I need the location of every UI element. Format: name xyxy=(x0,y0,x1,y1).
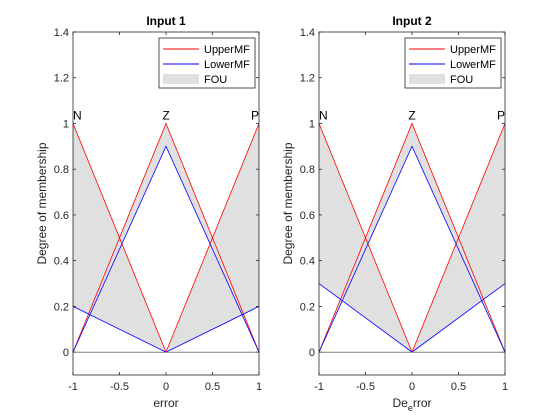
x-tick-label: 1 xyxy=(256,381,262,393)
x-tick-label: -0.5 xyxy=(356,381,375,393)
y-tick-label: 0 xyxy=(309,347,315,359)
y-tick-label: 0.6 xyxy=(300,210,315,222)
x-axis-label-rest: rror xyxy=(413,396,432,410)
mf-label-z: Z xyxy=(408,108,415,122)
legend-swatch-fou xyxy=(409,74,445,84)
lowermf-line xyxy=(72,306,167,353)
y-axis-label: Degree of membership xyxy=(35,142,49,264)
uppermf-line xyxy=(411,123,506,353)
y-tick-label: 0.2 xyxy=(300,301,315,313)
legend-label-lowermf: LowerMF xyxy=(450,59,496,71)
tick-layer: -1 -0.5 0 0.5 1 0 0.2 0.4 0.6 0.8 1 1.2 1.4 xyxy=(300,27,508,393)
lowermf-line xyxy=(318,283,413,353)
uppermf-line xyxy=(72,122,260,353)
y-tick-label: 0.4 xyxy=(54,256,69,268)
legend: UpperMF LowerMF FOU xyxy=(404,37,502,89)
y-tick-label: 0.4 xyxy=(300,256,315,268)
y-tick-label: 1.2 xyxy=(300,73,315,85)
legend-label-uppermf: UpperMF xyxy=(204,44,250,56)
legend-label-fou: FOU xyxy=(204,74,227,86)
x-axis-label: Deerror xyxy=(392,396,431,413)
x-tick-label: 0 xyxy=(163,381,169,393)
mf-label-p: P xyxy=(251,108,259,122)
mf-label-n: N xyxy=(73,108,82,122)
x-axis-label-main: De xyxy=(392,396,408,410)
x-tick-label: 0.5 xyxy=(205,381,220,393)
line-layer xyxy=(72,122,260,353)
x-tick-label: 1 xyxy=(502,381,508,393)
tick-layer: -1 -0.5 0 0.5 1 0 0.2 0.4 0.6 0.8 1 1.2 1.4 xyxy=(54,27,262,393)
legend-label-lowermf: LowerMF xyxy=(204,59,250,71)
lowermf-line xyxy=(72,145,260,353)
x-axis-label: error xyxy=(153,396,178,410)
legend-swatch-fou xyxy=(163,74,199,84)
y-axis-label: Degree of membership xyxy=(281,142,295,264)
legend: UpperMF LowerMF FOU xyxy=(158,37,256,89)
uppermf-line xyxy=(165,123,260,353)
y-tick-label: 0.2 xyxy=(54,301,69,313)
x-tick-label: -1 xyxy=(68,381,78,393)
y-tick-label: 0 xyxy=(63,347,69,359)
legend-label-fou: FOU xyxy=(450,74,473,86)
y-tick-label: 1.4 xyxy=(300,27,315,39)
y-tick-label: 1 xyxy=(309,118,315,130)
lowermf-line xyxy=(411,283,506,353)
chart-input-1: -1 -0.5 0 0.5 1 0 0.2 0.4 0.6 0.8 1 1.2 1.4 N Z P Inpu… xyxy=(35,14,262,410)
line-layer xyxy=(318,122,506,353)
mf-label-p: P xyxy=(497,108,505,122)
x-axis-label-subscript: e xyxy=(408,403,413,413)
x-tick-label: -0.5 xyxy=(110,381,129,393)
x-tick-label: -1 xyxy=(314,381,324,393)
y-tick-label: 0.8 xyxy=(300,164,315,176)
legend-label-uppermf: UpperMF xyxy=(450,44,496,56)
chart-title: Input 2 xyxy=(392,14,432,28)
chart-title: Input 1 xyxy=(146,14,186,28)
x-tick-label: 0.5 xyxy=(451,381,466,393)
lowermf-line xyxy=(165,306,260,353)
y-tick-label: 1.4 xyxy=(54,27,69,39)
lowermf-line xyxy=(318,145,506,353)
x-tick-label: 0 xyxy=(409,381,415,393)
uppermf-line xyxy=(318,122,506,353)
chart-input-2: -1 -0.5 0 0.5 1 0 0.2 0.4 0.6 0.8 1 1.2 1.4 N Z P Inpu… xyxy=(281,14,508,413)
y-tick-label: 1 xyxy=(63,118,69,130)
mf-label-n: N xyxy=(319,108,328,122)
y-tick-label: 0.6 xyxy=(54,210,69,222)
y-tick-label: 0.8 xyxy=(54,164,69,176)
mf-label-z: Z xyxy=(162,108,169,122)
y-tick-label: 1.2 xyxy=(54,73,69,85)
